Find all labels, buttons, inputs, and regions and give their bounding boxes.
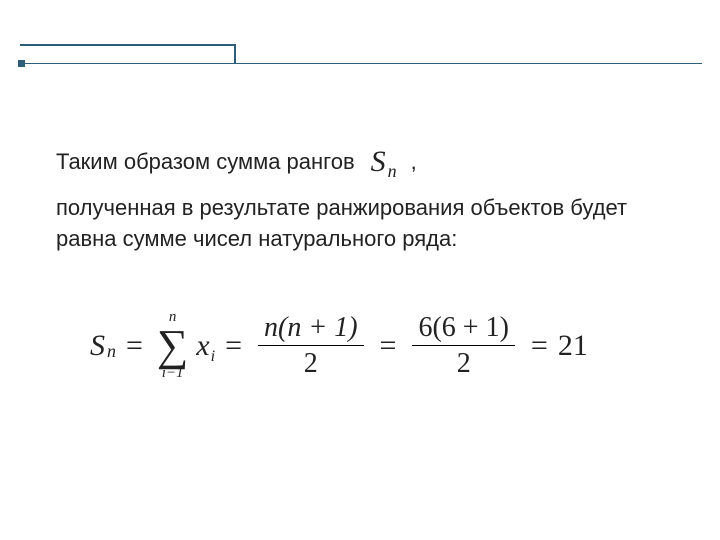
- fraction-2: 6(6 + 1) 2: [412, 313, 514, 379]
- eq-sign-2: =: [225, 329, 242, 363]
- formula: Sn = n ∑ i−1 xi = n(n + 1) 2 = 6(6 + 1) …: [90, 310, 588, 381]
- sum-term-sub: i: [211, 348, 215, 366]
- eq-sign-4: =: [531, 329, 548, 363]
- eq-sign-1: =: [126, 329, 143, 363]
- formula-result: 21: [558, 329, 588, 363]
- frac2-bar: [412, 345, 514, 347]
- fraction-1: n(n + 1) 2: [258, 313, 364, 379]
- sn-subscript: n: [388, 158, 397, 184]
- body-text: Таким образом сумма рангов Sn , полученн…: [56, 140, 690, 255]
- header-rule-top: [20, 44, 236, 46]
- frac1-num: n(n + 1): [258, 313, 364, 342]
- sum-lower: i−1: [162, 366, 184, 381]
- intro-text-before: Таким образом сумма рангов: [56, 146, 355, 178]
- intro-paragraph: полученная в результате ранжирования объ…: [56, 192, 690, 256]
- intro-line: Таким образом сумма рангов Sn ,: [56, 140, 690, 184]
- sigma-icon: ∑: [157, 327, 188, 364]
- sum-term-x: x: [196, 329, 209, 363]
- summation: n ∑ i−1: [157, 310, 188, 381]
- header-corner-marker: [18, 60, 25, 67]
- sum-term: xi: [196, 329, 215, 363]
- slide: Таким образом сумма рангов Sn , полученн…: [0, 0, 720, 540]
- sn-symbol: Sn: [371, 140, 397, 184]
- header-rule-bottom: [22, 63, 702, 64]
- frac2-den: 2: [451, 349, 477, 378]
- frac2-num: 6(6 + 1): [412, 313, 514, 342]
- header-rule-drop: [234, 44, 236, 64]
- frac1-den: 2: [298, 349, 324, 378]
- formula-lhs-S: S: [90, 329, 105, 363]
- sn-letter: S: [371, 140, 386, 184]
- intro-comma: ,: [411, 146, 417, 178]
- formula-lhs-sub: n: [107, 341, 116, 362]
- frac1-bar: [258, 345, 364, 347]
- eq-sign-3: =: [380, 329, 397, 363]
